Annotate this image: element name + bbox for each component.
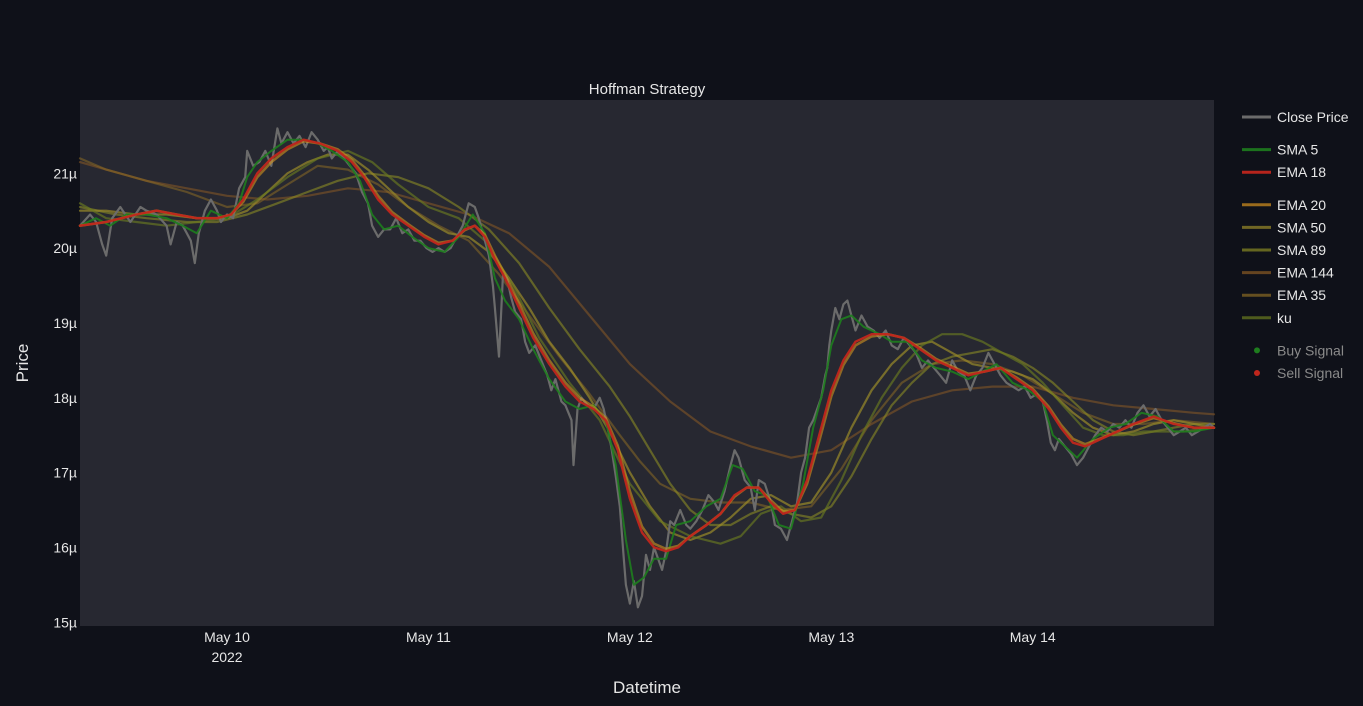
y-tick-label: 18µ	[53, 390, 77, 406]
legend-label: SMA 50	[1277, 219, 1326, 235]
legend-item-ema-144[interactable]: EMA 144	[1242, 265, 1334, 281]
y-tick-label: 20µ	[53, 240, 77, 256]
y-tick-label: 19µ	[53, 315, 77, 331]
series-line-sma-50	[78, 153, 1216, 542]
series-line-ema-18	[78, 138, 1216, 553]
y-tick-label: 17µ	[53, 465, 77, 481]
series-layer	[78, 127, 1216, 609]
y-tick-label: 15µ	[53, 614, 77, 630]
y-tick-label: 21µ	[53, 165, 77, 181]
legend-item-sma-89[interactable]: SMA 89	[1242, 242, 1326, 258]
legend-item-buy-signal[interactable]: Buy Signal	[1254, 342, 1344, 358]
legend-item-sell-signal[interactable]: Sell Signal	[1254, 365, 1343, 381]
y-axis: 15µ 16µ 17µ 18µ 19µ 20µ 21µ	[53, 165, 77, 630]
x-tick-label: May 14	[1010, 629, 1056, 645]
legend-label: SMA 89	[1277, 242, 1326, 258]
series-line-ku	[78, 149, 1216, 545]
legend-item-ema-20[interactable]: EMA 20	[1242, 197, 1326, 213]
legend-item-ku[interactable]: ku	[1242, 310, 1292, 326]
legend-marker	[1254, 370, 1260, 376]
legend-label: EMA 35	[1277, 287, 1326, 303]
series-line-close-price	[78, 127, 1216, 609]
legend-label: EMA 20	[1277, 197, 1326, 213]
x-tick-label: May 11	[406, 629, 451, 645]
legend-label: EMA 18	[1277, 164, 1326, 180]
legend-item-ema-18[interactable]: EMA 18	[1242, 164, 1326, 180]
y-axis-label: Price	[13, 344, 32, 383]
x-tick-label: May 12	[607, 629, 653, 645]
x-tick-label: May 10	[204, 629, 250, 645]
x-axis: May 10 2022 May 11 May 12 May 13 May 14	[204, 629, 1056, 665]
legend-label: EMA 144	[1277, 265, 1334, 281]
legend-label: SMA 5	[1277, 142, 1318, 158]
x-axis-label: Datetime	[613, 678, 681, 697]
legend-label: Sell Signal	[1277, 365, 1343, 381]
legend-label: Close Price	[1277, 109, 1349, 125]
series-line-sma-89	[78, 172, 1216, 527]
x-tick-sublabel: 2022	[211, 649, 242, 665]
chart-title: Hoffman Strategy	[589, 81, 706, 98]
legend-marker	[1254, 347, 1260, 354]
legend-item-sma-5[interactable]: SMA 5	[1242, 142, 1318, 158]
legend-item-sma-50[interactable]: SMA 50	[1242, 219, 1326, 235]
legend[interactable]: Close Price SMA 5 EMA 18 EMA 20 SMA 50 SMA 89…	[1242, 109, 1349, 381]
legend-label: Buy Signal	[1277, 342, 1344, 358]
y-tick-label: 16µ	[53, 539, 77, 555]
legend-label: ku	[1277, 310, 1292, 326]
legend-item-ema-35[interactable]: EMA 35	[1242, 287, 1326, 303]
plot-area	[80, 100, 1214, 626]
legend-item-close-price[interactable]: Close Price	[1242, 109, 1349, 125]
x-tick-label: May 13	[808, 629, 854, 645]
